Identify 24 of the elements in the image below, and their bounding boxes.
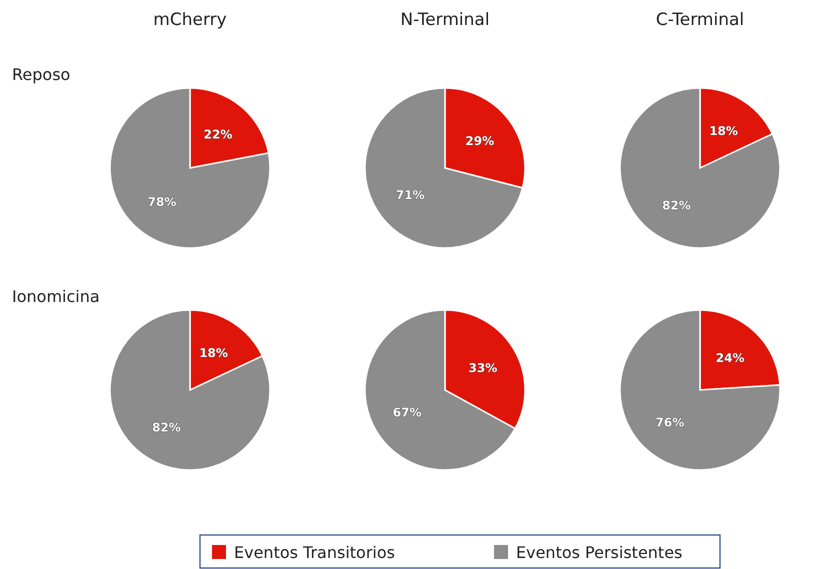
data-label: 29%	[465, 134, 494, 148]
data-label: 82%	[152, 420, 181, 434]
data-label: 18%	[709, 124, 738, 138]
pie-slice	[619, 309, 781, 471]
data-label: 33%	[468, 360, 498, 375]
chart-title: C-Terminal	[656, 10, 744, 30]
data-label: 76%	[656, 415, 684, 430]
legend-label: Eventos Transitorios	[234, 543, 395, 562]
text: Reposo	[12, 65, 70, 84]
pie-slice	[364, 87, 524, 249]
data-label: 67%	[392, 406, 422, 420]
data-label: 18%	[199, 346, 228, 360]
chart-title: N-Terminal	[400, 10, 490, 30]
chart-title: mCherry	[153, 10, 227, 30]
data-label: 24%	[716, 351, 744, 366]
pie-slice	[109, 87, 271, 249]
legend-label: Eventos Persistentes	[516, 543, 682, 562]
text: Ionomicina	[12, 287, 100, 306]
data-label: 78%	[148, 195, 176, 210]
data-label: 82%	[662, 198, 691, 212]
pie-slice	[109, 309, 271, 471]
pie-slice	[619, 87, 781, 249]
data-label: 71%	[396, 188, 425, 202]
data-label: 22%	[204, 127, 232, 142]
